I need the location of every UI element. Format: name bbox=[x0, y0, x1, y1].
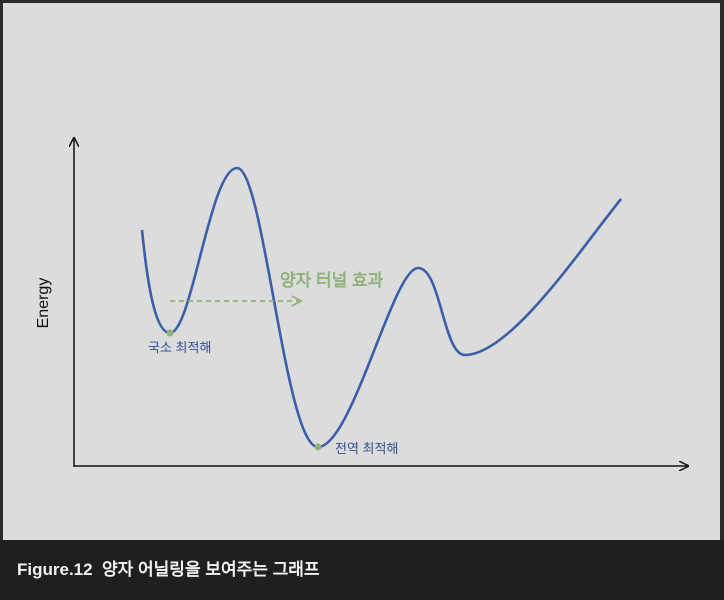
global-min-label: 전역 최적해 bbox=[335, 441, 398, 456]
y-axis-label: Energy bbox=[35, 278, 52, 329]
caption: Figure.12 양자 어닐링을 보여주는 그래프 bbox=[0, 540, 724, 600]
global-min-dot bbox=[314, 443, 322, 451]
local-min-label: 국소 최적해 bbox=[148, 340, 211, 355]
local-min-dot bbox=[166, 329, 174, 337]
tunneling-label: 양자 터널 효과 bbox=[280, 271, 384, 290]
diagram-panel: Energy 양자 터널 효과 국소 최적해 전역 최적해 bbox=[3, 3, 720, 540]
energy-curve bbox=[140, 166, 623, 449]
diagram: Energy 양자 터널 효과 국소 최적해 전역 최적해 bbox=[35, 3, 720, 540]
